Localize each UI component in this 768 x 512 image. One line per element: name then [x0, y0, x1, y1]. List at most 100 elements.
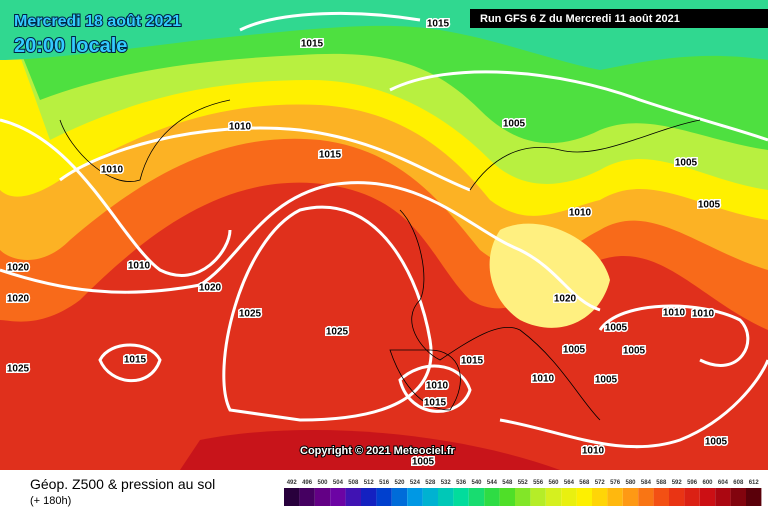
legend-label: 512	[364, 480, 375, 486]
isobar-label: 1010	[229, 122, 252, 133]
isobar	[398, 364, 472, 413]
legend-label: 584	[641, 480, 652, 486]
legend-swatch	[330, 488, 346, 506]
legend-swatch	[468, 488, 485, 506]
legend-swatch	[684, 488, 700, 506]
legend-swatch	[345, 488, 361, 506]
isobar-label: 1005	[595, 375, 618, 386]
time-text: 20:00 locale	[14, 35, 127, 57]
isobar	[0, 118, 232, 277]
legend-label: 524	[410, 480, 421, 486]
legend-swatch	[669, 488, 685, 506]
legend-swatch	[545, 488, 562, 506]
legend-label: 588	[656, 480, 667, 486]
legend-swatch	[592, 488, 608, 506]
isobar	[239, 11, 421, 32]
legend-label: 596	[687, 480, 698, 486]
footer-title: Géop. Z500 & pression au sol	[30, 476, 215, 492]
isobar-label: 1005	[675, 158, 698, 169]
legend-label: 568	[579, 480, 590, 486]
legend-swatch	[515, 488, 531, 506]
legend-swatch	[391, 488, 408, 506]
legend-swatch	[715, 488, 731, 506]
legend-label: 500	[317, 480, 328, 486]
isobar-label: 1010	[128, 261, 151, 272]
isobar-label: 1015	[301, 39, 324, 50]
isobar	[499, 359, 768, 449]
legend-swatch	[499, 488, 515, 506]
isobar	[598, 304, 750, 367]
coastline	[469, 119, 701, 191]
coastline	[389, 349, 461, 411]
legend-label: 492	[287, 480, 298, 486]
isobar-label: 1005	[412, 457, 435, 468]
run-banner	[470, 9, 768, 28]
legend-swatch	[438, 488, 454, 506]
isobar	[0, 181, 601, 312]
isobars	[0, 11, 768, 449]
legend-label: 612	[749, 480, 760, 486]
isobar-label: 1005	[623, 346, 646, 357]
legend-swatch	[653, 488, 669, 506]
legend-label: 528	[425, 480, 436, 486]
legend-swatch	[407, 488, 423, 506]
legend-swatch	[530, 488, 546, 506]
legend-label: 536	[456, 480, 467, 486]
legend-swatch	[284, 488, 300, 506]
isobar-label: 1020	[199, 283, 222, 294]
isobar-label: 1010	[582, 446, 605, 457]
isobar-label: 1020	[7, 263, 30, 274]
legend-swatch	[746, 488, 762, 506]
legend-swatch	[361, 488, 377, 506]
isobar-label: 1020	[554, 294, 577, 305]
legend-label: 508	[348, 480, 359, 486]
legend-swatch	[622, 488, 639, 506]
isobar	[59, 126, 471, 192]
legend-swatch	[638, 488, 654, 506]
legend-label: 516	[379, 480, 390, 486]
legend-swatch	[699, 488, 716, 506]
isobar-label: 1025	[239, 309, 262, 320]
dark-red-area	[180, 430, 560, 470]
legend-label: 520	[394, 480, 405, 486]
date-text: Mercredi 18 août 2021	[14, 13, 181, 30]
legend-swatch	[422, 488, 438, 506]
legend-label: 572	[595, 480, 606, 486]
run-text: Run GFS 6 Z du Mercredi 11 août 2021	[480, 13, 680, 25]
legend-swatch	[299, 488, 315, 506]
legend-swatch	[561, 488, 577, 506]
copyright: Copyright © 2021 Meteociel.fr	[300, 445, 456, 457]
legend-swatch	[453, 488, 469, 506]
isobar-label: 1010	[692, 309, 715, 320]
isobar-label: 1005	[605, 323, 628, 334]
isobar-label: 1015	[124, 355, 147, 366]
legend-label: 608	[733, 480, 744, 486]
isobar-label: 1005	[563, 345, 586, 356]
legend-label: 548	[502, 480, 513, 486]
isobar-label: 1005	[698, 200, 721, 211]
isobar	[98, 343, 162, 383]
isobar-label: 1010	[569, 208, 592, 219]
legend-label: 504	[333, 480, 344, 486]
isobar-label: 1015	[424, 398, 447, 409]
legend-swatch	[314, 488, 331, 506]
coastlines	[59, 99, 701, 421]
isobar-label: 1010	[532, 374, 555, 385]
isobar	[222, 205, 433, 422]
isobar	[389, 70, 768, 142]
legend-label: 544	[487, 480, 498, 486]
isobar-label: 1015	[427, 19, 450, 30]
legend-label: 576	[610, 480, 621, 486]
legend-swatch	[576, 488, 592, 506]
legend-label: 532	[441, 480, 452, 486]
legend-label: 564	[564, 480, 575, 486]
isobar-label: 1005	[503, 119, 526, 130]
isobar-label: 1015	[461, 356, 484, 367]
legend-label: 560	[548, 480, 559, 486]
isobar-label: 1005	[705, 437, 728, 448]
footer-lead: (+ 180h)	[30, 495, 71, 507]
isobar-label: 1025	[326, 327, 349, 338]
legend-label: 604	[718, 480, 729, 486]
legend-label: 556	[533, 480, 544, 486]
